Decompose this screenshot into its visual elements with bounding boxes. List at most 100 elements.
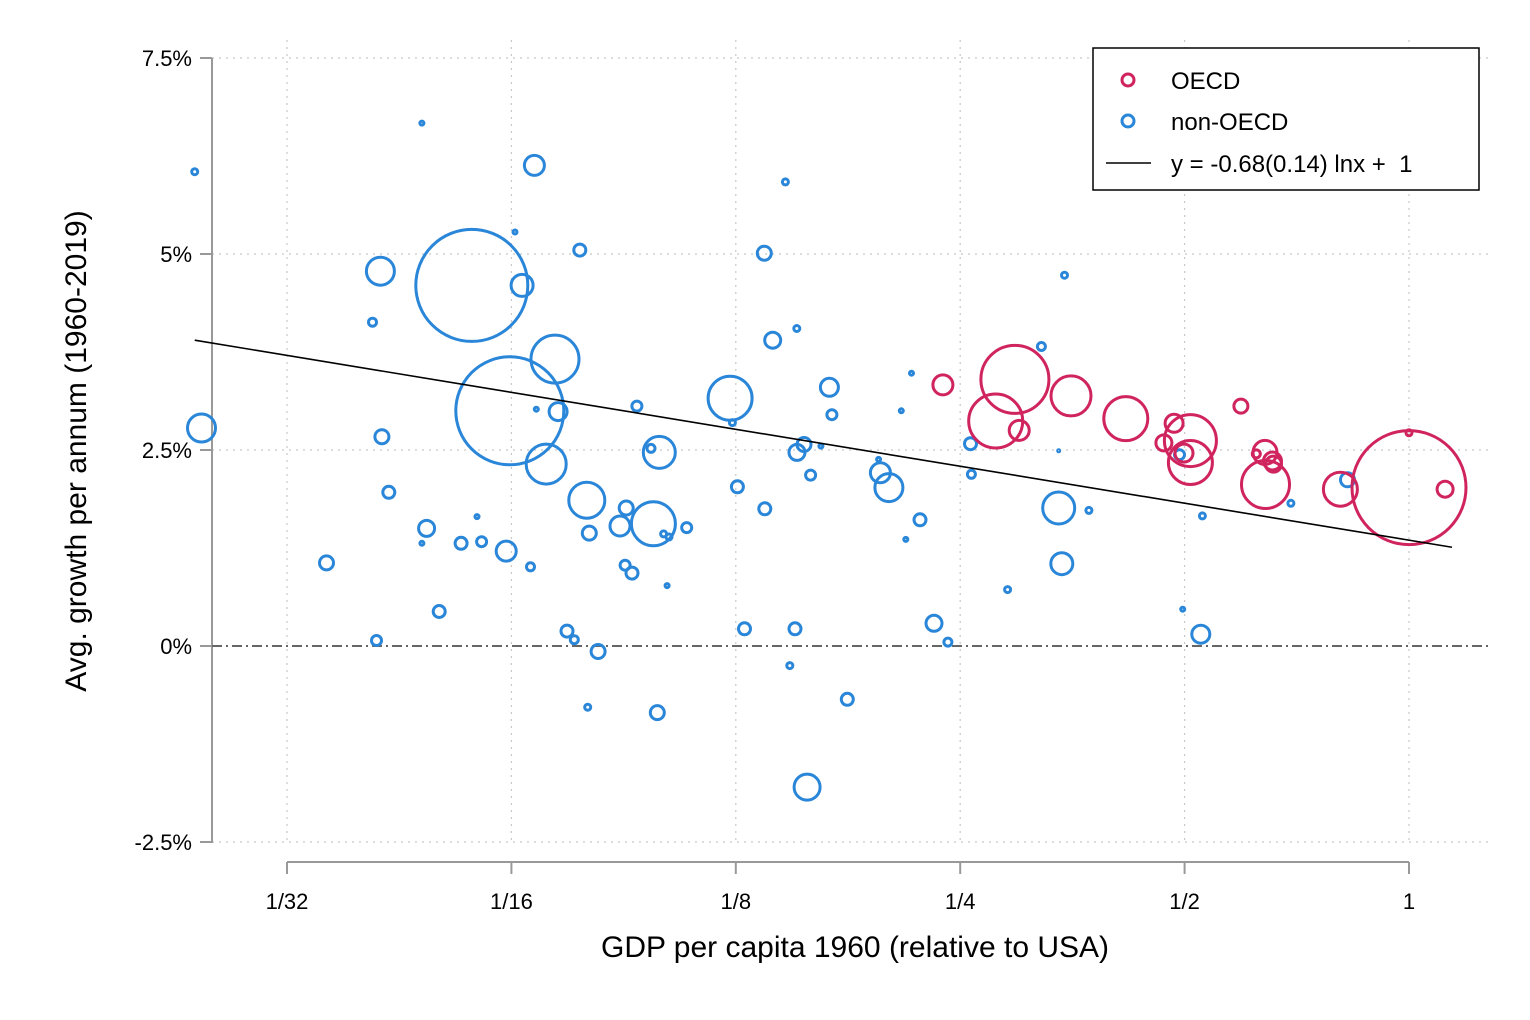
- data-point: [608, 514, 632, 538]
- data-point: [737, 621, 752, 637]
- data-point: [370, 634, 383, 647]
- data-point: [364, 255, 396, 287]
- data-point: [559, 623, 575, 639]
- data-point: [727, 418, 737, 428]
- legend: OECD non-OECD y = -0.68(0.14) lnx + 1: [1092, 47, 1480, 191]
- data-point: [839, 691, 855, 707]
- data-point: [1321, 470, 1359, 508]
- bubble-points: [186, 119, 1468, 802]
- data-point: [1035, 341, 1047, 352]
- data-point: [524, 442, 568, 486]
- data-point: [580, 524, 598, 542]
- data-point: [532, 405, 540, 413]
- data-point: [454, 355, 566, 467]
- data-point: [1163, 412, 1185, 434]
- data-point: [417, 518, 437, 538]
- data-point: [414, 227, 530, 343]
- data-point: [875, 455, 883, 463]
- data-point: [818, 376, 840, 398]
- data-point: [757, 501, 773, 517]
- data-point: [1003, 585, 1013, 595]
- data-point: [509, 272, 535, 298]
- data-point: [1286, 498, 1296, 508]
- series-oecd: [931, 343, 1468, 547]
- data-point: [318, 554, 335, 572]
- y-tick-label: 2.5%: [142, 438, 192, 463]
- x-tick-label: 1/8: [721, 889, 752, 914]
- data-point: [1435, 479, 1455, 499]
- y-tick-label: 0%: [160, 634, 192, 659]
- regression-fit-line: [194, 339, 1453, 549]
- data-point: [511, 228, 519, 236]
- data-point: [1049, 374, 1093, 418]
- data-point: [418, 539, 426, 547]
- data-point: [431, 604, 447, 619]
- data-point: [629, 500, 677, 548]
- data-point: [792, 324, 802, 333]
- data-point: [1232, 397, 1250, 415]
- series-non-oecd: [186, 119, 1356, 802]
- data-point: [381, 484, 397, 500]
- data-point: [873, 472, 905, 504]
- data-point: [624, 565, 640, 581]
- data-point: [1197, 511, 1207, 521]
- data-point: [1162, 413, 1218, 469]
- data-point: [1190, 623, 1212, 645]
- data-point: [583, 702, 593, 712]
- x-tick-label: 1/4: [945, 889, 976, 914]
- data-point: [680, 521, 694, 535]
- data-point: [1084, 505, 1094, 515]
- legend-non-oecd-label: non-OECD: [1171, 109, 1288, 136]
- x-axis-title: GDP per capita 1960 (relative to USA): [601, 931, 1109, 964]
- data-point: [1049, 551, 1075, 577]
- legend-non-oecd-marker: [1120, 113, 1136, 129]
- data-point: [567, 480, 607, 520]
- data-point: [664, 532, 674, 542]
- data-point: [641, 434, 677, 470]
- y-axis-title: Avg. growth per annum (1960-2019): [60, 210, 93, 691]
- data-point: [645, 442, 657, 454]
- data-point: [453, 535, 469, 551]
- data-point: [963, 436, 978, 452]
- y-tick-label: 5%: [160, 242, 192, 267]
- data-point: [1007, 418, 1031, 442]
- data-point: [529, 333, 581, 385]
- data-point: [186, 412, 217, 444]
- data-point: [755, 244, 773, 262]
- data-point: [475, 535, 489, 549]
- data-point: [1166, 439, 1214, 486]
- data-point: [795, 436, 813, 453]
- data-point: [473, 513, 481, 521]
- data-point: [787, 621, 803, 637]
- legend-oecd-marker: [1120, 72, 1136, 88]
- data-point: [630, 399, 644, 413]
- data-point: [817, 442, 825, 450]
- data-point: [965, 468, 977, 480]
- data-point: [1056, 448, 1062, 454]
- data-point: [785, 661, 795, 671]
- data-point: [373, 428, 391, 446]
- data-point: [931, 373, 955, 397]
- data-point: [1350, 429, 1468, 547]
- data-point: [589, 643, 607, 660]
- data-point: [1264, 454, 1283, 474]
- data-point: [572, 242, 588, 258]
- x-tick-label: 1: [1403, 889, 1415, 914]
- data-point: [908, 369, 915, 377]
- data-point: [190, 167, 200, 177]
- x-tick-label: 1/2: [1169, 889, 1200, 914]
- x-tick-label: 1/32: [266, 889, 309, 914]
- data-point: [780, 177, 790, 187]
- data-point: [1102, 395, 1150, 443]
- data-point: [804, 468, 818, 482]
- data-point: [522, 153, 546, 177]
- legend-fit-label: y = -0.68(0.14) lnx + 1: [1171, 151, 1412, 178]
- data-point: [1179, 605, 1187, 613]
- data-point: [494, 539, 518, 563]
- data-point: [924, 613, 944, 633]
- data-point: [792, 772, 822, 802]
- data-point: [706, 374, 754, 422]
- data-point: [418, 119, 426, 127]
- data-point: [902, 535, 910, 543]
